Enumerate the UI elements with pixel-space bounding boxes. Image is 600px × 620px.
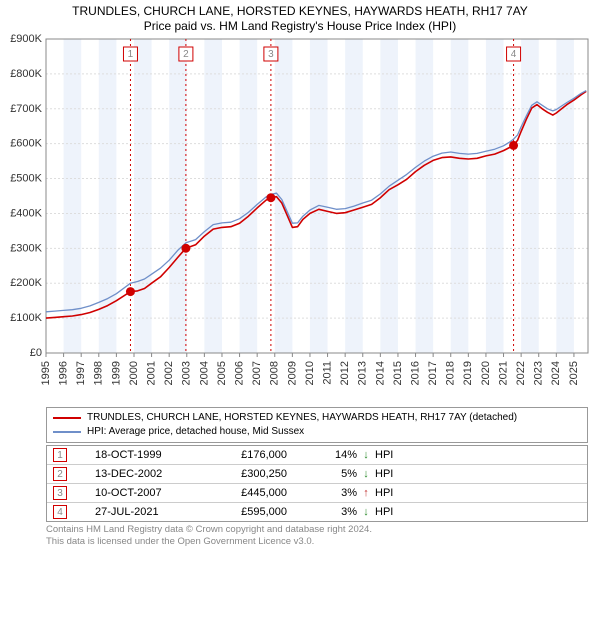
svg-text:£700K: £700K — [10, 103, 42, 115]
svg-text:2005: 2005 — [216, 361, 228, 385]
svg-text:4: 4 — [511, 49, 517, 60]
svg-text:£600K: £600K — [10, 138, 42, 150]
svg-text:1996: 1996 — [58, 361, 70, 385]
row-marker: 2 — [53, 467, 67, 481]
svg-text:2022: 2022 — [515, 361, 527, 385]
svg-text:2020: 2020 — [480, 361, 492, 385]
svg-text:1999: 1999 — [110, 361, 122, 385]
svg-text:2010: 2010 — [304, 361, 316, 385]
row-marker: 4 — [53, 505, 67, 519]
row-pct: 14% — [307, 449, 357, 461]
sales-table: 118-OCT-1999£176,00014%↓HPI213-DEC-2002£… — [46, 445, 588, 522]
footer-attribution: Contains HM Land Registry data © Crown c… — [46, 524, 588, 548]
price-chart: £0 £100K £200K £300K £400K £500K £600K £700K £80… — [0, 33, 600, 403]
row-hpi-label: HPI — [375, 449, 415, 461]
legend-label: HPI: Average price, detached house, Mid … — [87, 425, 304, 439]
svg-text:2000: 2000 — [128, 361, 140, 385]
row-hpi-label: HPI — [375, 506, 415, 518]
table-row: 427-JUL-2021£595,0003%↓HPI — [47, 503, 587, 521]
svg-text:2013: 2013 — [357, 361, 369, 385]
row-arrow-icon: ↑ — [357, 487, 375, 499]
svg-text:2008: 2008 — [269, 361, 281, 385]
svg-text:1998: 1998 — [93, 361, 105, 385]
row-date: 27-JUL-2021 — [67, 506, 197, 518]
svg-text:2009: 2009 — [286, 361, 298, 385]
svg-text:2006: 2006 — [233, 361, 245, 385]
svg-text:£500K: £500K — [10, 173, 42, 185]
svg-text:2007: 2007 — [251, 361, 263, 385]
svg-text:£300K: £300K — [10, 242, 42, 254]
svg-text:2001: 2001 — [145, 361, 157, 385]
row-hpi-label: HPI — [375, 468, 415, 480]
legend: TRUNDLES, CHURCH LANE, HORSTED KEYNES, H… — [46, 407, 588, 443]
svg-text:£900K: £900K — [10, 33, 42, 45]
table-row: 213-DEC-2002£300,2505%↓HPI — [47, 465, 587, 484]
svg-text:£200K: £200K — [10, 277, 42, 289]
svg-text:2018: 2018 — [445, 361, 457, 385]
svg-text:2017: 2017 — [427, 361, 439, 385]
row-price: £300,250 — [197, 468, 307, 480]
svg-text:2003: 2003 — [181, 361, 193, 385]
legend-item: TRUNDLES, CHURCH LANE, HORSTED KEYNES, H… — [53, 411, 581, 425]
row-marker: 3 — [53, 486, 67, 500]
row-arrow-icon: ↓ — [357, 449, 375, 461]
svg-text:£400K: £400K — [10, 207, 42, 219]
row-price: £445,000 — [197, 487, 307, 499]
svg-text:2: 2 — [183, 49, 189, 60]
svg-text:2021: 2021 — [497, 361, 509, 385]
row-marker: 1 — [53, 448, 67, 462]
svg-text:2012: 2012 — [339, 361, 351, 385]
svg-text:£0: £0 — [30, 347, 42, 359]
footer-line2: This data is licensed under the Open Gov… — [46, 536, 588, 548]
row-date: 13-DEC-2002 — [67, 468, 197, 480]
svg-text:£100K: £100K — [10, 312, 42, 324]
svg-text:2002: 2002 — [163, 361, 175, 385]
svg-text:2016: 2016 — [409, 361, 421, 385]
svg-text:2024: 2024 — [550, 361, 562, 385]
title-address: TRUNDLES, CHURCH LANE, HORSTED KEYNES, H… — [0, 4, 600, 18]
table-row: 118-OCT-1999£176,00014%↓HPI — [47, 446, 587, 465]
row-pct: 3% — [307, 506, 357, 518]
row-pct: 5% — [307, 468, 357, 480]
svg-text:2025: 2025 — [568, 361, 580, 385]
svg-text:1997: 1997 — [75, 361, 87, 385]
svg-text:2011: 2011 — [321, 361, 333, 385]
row-date: 10-OCT-2007 — [67, 487, 197, 499]
svg-text:2014: 2014 — [374, 361, 386, 385]
legend-item: HPI: Average price, detached house, Mid … — [53, 425, 581, 439]
legend-swatch — [53, 431, 81, 433]
svg-text:1995: 1995 — [40, 361, 52, 385]
chart-svg: £0 £100K £200K £300K £400K £500K £600K £700K £80… — [0, 33, 600, 403]
footer-line1: Contains HM Land Registry data © Crown c… — [46, 524, 588, 536]
row-arrow-icon: ↓ — [357, 468, 375, 480]
row-price: £595,000 — [197, 506, 307, 518]
legend-label: TRUNDLES, CHURCH LANE, HORSTED KEYNES, H… — [87, 411, 517, 425]
svg-text:2019: 2019 — [462, 361, 474, 385]
svg-text:1: 1 — [128, 49, 134, 60]
svg-text:2023: 2023 — [533, 361, 545, 385]
svg-text:3: 3 — [268, 49, 274, 60]
table-row: 310-OCT-2007£445,0003%↑HPI — [47, 484, 587, 503]
svg-text:£800K: £800K — [10, 68, 42, 80]
row-hpi-label: HPI — [375, 487, 415, 499]
svg-text:2015: 2015 — [392, 361, 404, 385]
row-arrow-icon: ↓ — [357, 506, 375, 518]
svg-text:2004: 2004 — [198, 361, 210, 385]
title-subtitle: Price paid vs. HM Land Registry's House … — [0, 19, 600, 33]
row-price: £176,000 — [197, 449, 307, 461]
legend-swatch — [53, 417, 81, 419]
row-pct: 3% — [307, 487, 357, 499]
row-date: 18-OCT-1999 — [67, 449, 197, 461]
